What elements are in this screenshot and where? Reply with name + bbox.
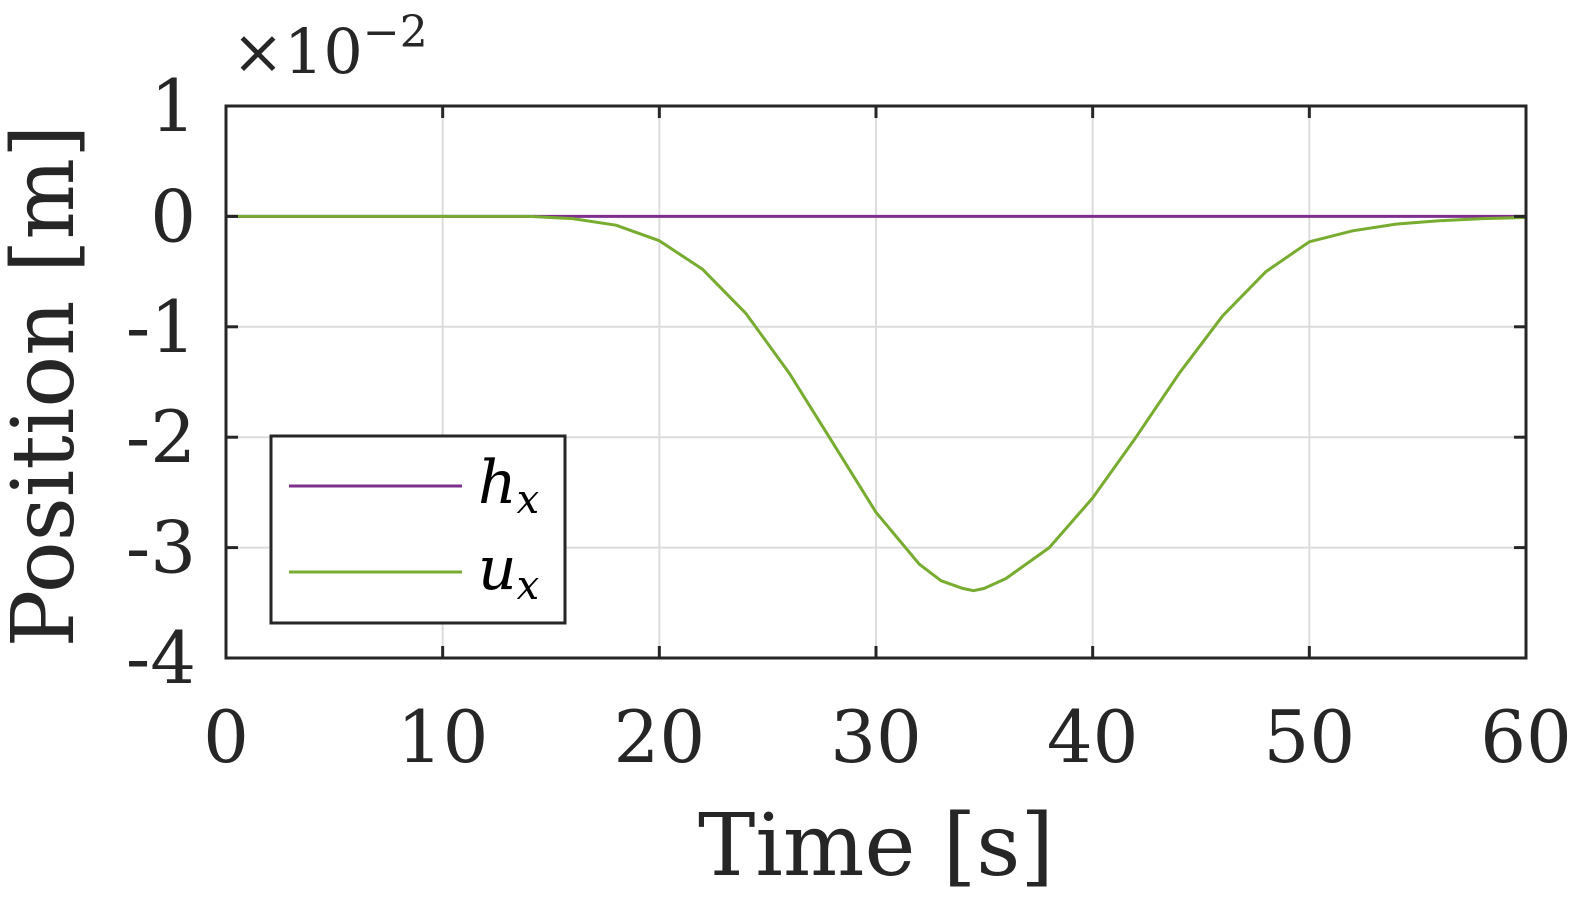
y-tick-label: 1: [150, 64, 196, 148]
y-tick-label: 0: [150, 174, 196, 258]
x-tick-labels: 0 10 20 30 40 50 60: [203, 695, 1572, 779]
y-axis-label: Position [m]: [0, 124, 94, 647]
series-line-1: [224, 214, 1528, 593]
y-tick-labels: 1 0 -1 -2 -3 -4: [126, 64, 196, 700]
x-tick-label: 30: [830, 695, 922, 779]
y-tick-label: -4: [126, 616, 196, 700]
legend-label-u-x: ux: [478, 534, 539, 609]
y-scale-exponent-value: −2: [363, 7, 428, 58]
y-tick-label: -3: [126, 506, 196, 590]
x-tick-label: 60: [1480, 695, 1572, 779]
y-scale-exponent: ×10−2: [232, 7, 428, 88]
y-scale-multiplier: ×10: [232, 15, 363, 88]
legend-symbol-h: h: [478, 448, 517, 518]
y-tick-label: -2: [126, 395, 196, 479]
legend-box: [269, 434, 567, 625]
y-tick-label: -1: [126, 285, 196, 369]
legend-symbol-u: u: [478, 534, 517, 604]
legend-label-h-x: hx: [478, 448, 539, 523]
x-axis-label: Time [s]: [698, 796, 1054, 896]
legend: hx ux: [269, 434, 567, 625]
x-tick-label: 0: [203, 695, 249, 779]
x-tick-label: 20: [614, 695, 706, 779]
legend-subscript-x: x: [517, 563, 540, 609]
x-tick-label: 10: [397, 695, 489, 779]
x-tick-label: 40: [1047, 695, 1139, 779]
legend-subscript-x: x: [517, 477, 540, 523]
tick-marks: [224, 104, 1528, 660]
series-lines: [224, 214, 1528, 593]
x-tick-label: 50: [1264, 695, 1356, 779]
